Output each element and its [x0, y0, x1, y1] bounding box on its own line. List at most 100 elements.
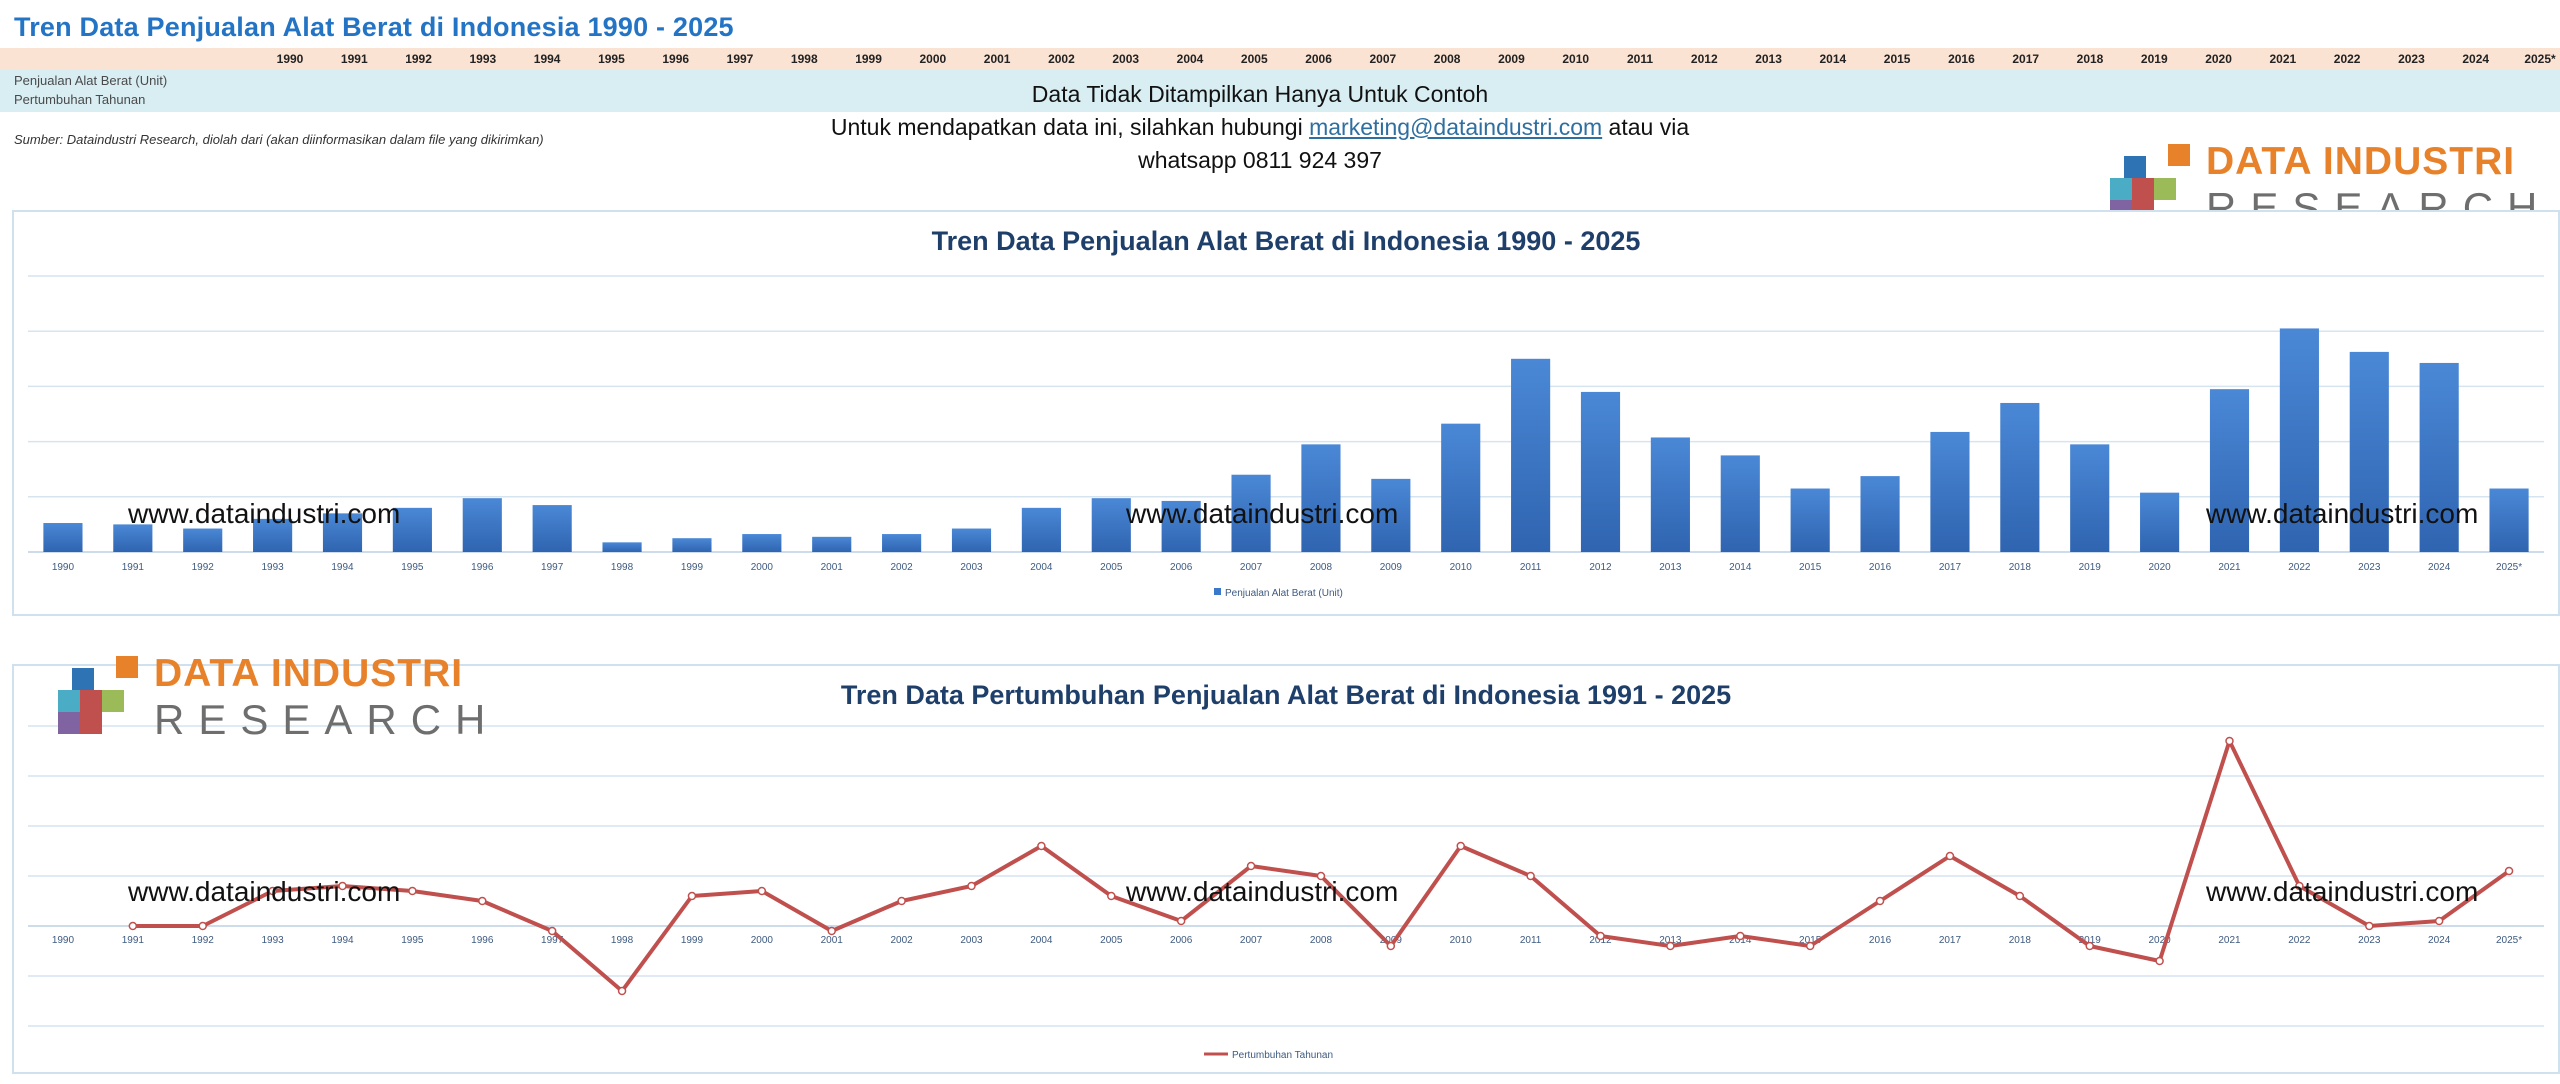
notice-line-1: Data Tidak Ditampilkan Hanya Untuk Conto… — [1031, 81, 1489, 107]
data-point — [1736, 931, 1745, 941]
bar — [1371, 478, 1411, 552]
data-point — [1246, 861, 1256, 871]
year-header-cell: 2009 — [1498, 52, 1525, 66]
data-point — [1037, 841, 1046, 851]
bar — [1790, 488, 1830, 552]
data-point — [897, 896, 906, 906]
x-tick-label: 1999 — [681, 562, 704, 573]
notice-line-2-post: atau via — [1602, 114, 1690, 140]
x-tick-label: 2009 — [1380, 562, 1403, 573]
x-tick-label: 2000 — [751, 562, 774, 573]
x-tick-label: 2007 — [1240, 935, 1263, 946]
data-point — [687, 891, 697, 901]
year-header-cell: 2016 — [1948, 52, 1975, 66]
x-tick-label: 2014 — [1729, 562, 1752, 573]
x-tick-label: 2025* — [2496, 562, 2522, 573]
source-note: Sumber: Dataindustri Research, diolah da… — [14, 132, 544, 147]
year-header-cell: 1993 — [469, 52, 497, 66]
data-point — [2365, 921, 2374, 931]
x-tick-label: 2012 — [1589, 935, 1612, 946]
data-point — [617, 986, 627, 996]
x-tick-label: 2015 — [1799, 935, 1822, 946]
watermark: www.dataindustri.com — [128, 498, 401, 529]
x-tick-label: 2016 — [1869, 935, 1892, 946]
logo-text-line1: DATA INDUSTRI — [2206, 140, 2516, 183]
notice-line-2-pre: Untuk mendapatkan data ini, silahkan hub… — [830, 114, 1310, 140]
notice-line-2: Untuk mendapatkan data ini, silahkan hub… — [710, 111, 1810, 144]
logo-square-red — [2132, 178, 2154, 200]
x-tick-label: 1998 — [611, 562, 634, 573]
year-header-cell: 2019 — [2140, 52, 2168, 66]
logo-square-orange — [2168, 144, 2190, 166]
x-tick-label: 2008 — [1310, 562, 1333, 573]
x-tick-label: 2008 — [1310, 935, 1333, 946]
x-tick-label: 2003 — [960, 562, 983, 573]
x-tick-label: 1996 — [471, 935, 494, 946]
bar — [742, 534, 782, 552]
bar — [322, 513, 363, 552]
x-tick-label: 2024 — [2428, 935, 2451, 946]
year-header-cell: 1996 — [662, 52, 690, 66]
logo-square-green — [2154, 178, 2176, 200]
email-link[interactable]: marketing@dataindustri.com — [1309, 114, 1603, 140]
x-tick-label: 2019 — [2079, 562, 2102, 573]
x-tick-label: 2010 — [1450, 562, 1473, 573]
data-band: Penjualan Alat Berat (Unit) Pertumbuhan … — [0, 70, 2560, 112]
bar — [1091, 498, 1131, 552]
x-tick-label: 1997 — [541, 935, 564, 946]
x-tick-label: 2021 — [2218, 562, 2241, 573]
watermark: www.dataindustri.com — [128, 876, 401, 907]
data-point — [1526, 871, 1535, 881]
x-tick-label: 2017 — [1939, 562, 1962, 573]
x-tick-label: 2006 — [1170, 935, 1193, 946]
notice-line-3: whatsapp 0811 924 397 — [1138, 147, 1382, 173]
x-tick-label: 1994 — [331, 562, 354, 573]
legend-swatch — [1214, 588, 1221, 595]
year-header-cell: 1999 — [855, 52, 882, 66]
watermark: www.dataindustri.com — [2206, 498, 2479, 529]
x-tick-label: 2022 — [2288, 562, 2311, 573]
year-header-cell: 2015 — [1883, 52, 1911, 66]
x-tick-label: 1992 — [192, 935, 215, 946]
x-tick-label: 2001 — [821, 935, 844, 946]
x-tick-label: 2004 — [1030, 935, 1053, 946]
x-tick-label: 2014 — [1729, 935, 1752, 946]
year-header-cell: 2007 — [1369, 52, 1397, 66]
data-point — [338, 881, 347, 891]
data-point — [128, 921, 138, 931]
x-tick-label: 2023 — [2358, 562, 2381, 573]
x-tick-label: 2004 — [1030, 562, 1053, 573]
x-tick-label: 1993 — [261, 935, 284, 946]
data-point — [2434, 916, 2444, 926]
x-tick-label: 2025* — [2496, 935, 2522, 946]
bar — [183, 528, 223, 552]
x-tick-label: 1997 — [541, 562, 564, 573]
x-tick-label: 2000 — [751, 935, 774, 946]
x-tick-label: 2009 — [1380, 935, 1403, 946]
x-tick-label: 2005 — [1100, 935, 1123, 946]
year-header-cell: 1992 — [405, 52, 432, 66]
bar — [43, 523, 83, 552]
year-header-cell: 2012 — [1690, 52, 1718, 66]
year-header-cell: 2005 — [1240, 52, 1268, 66]
x-tick-label: 2001 — [821, 562, 844, 573]
data-point — [1456, 841, 1465, 851]
x-tick-label: 2011 — [1520, 935, 1542, 946]
year-header-cell: 1994 — [533, 52, 561, 66]
logo-square-white — [94, 668, 116, 690]
data-point — [2504, 866, 2514, 876]
bar — [1860, 476, 1900, 552]
x-tick-label: 2024 — [2428, 562, 2451, 573]
logo-square-purple — [58, 712, 80, 734]
bar — [253, 518, 293, 552]
data-point — [478, 896, 487, 906]
year-header-cell: 2011 — [1626, 52, 1654, 66]
bar — [2070, 444, 2110, 552]
x-tick-label: 2015 — [1799, 562, 1822, 573]
bar — [1720, 455, 1760, 552]
data-point — [1596, 931, 1605, 941]
data-point — [1386, 941, 1396, 951]
x-tick-label: 1995 — [401, 562, 424, 573]
year-header-cell: 1991 — [340, 52, 368, 66]
data-point — [2295, 881, 2304, 891]
